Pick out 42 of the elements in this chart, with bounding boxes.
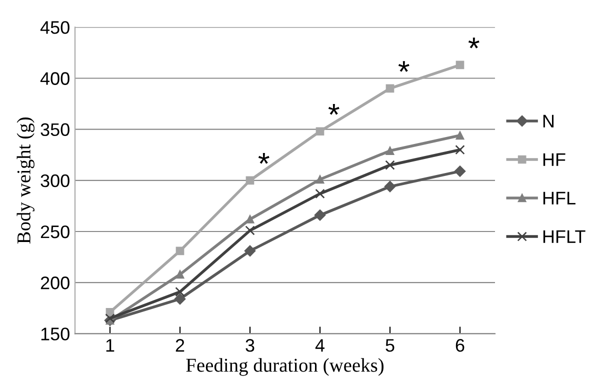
legend-label: N <box>543 114 554 128</box>
annotation: * <box>328 104 340 115</box>
point <box>456 131 464 140</box>
point <box>316 175 324 184</box>
y-tick-label: 300 <box>40 174 70 188</box>
x-tick-label: 5 <box>386 339 394 352</box>
y-tick-label: 350 <box>40 123 70 136</box>
point <box>244 245 256 257</box>
point <box>385 160 395 170</box>
annotation: * <box>468 38 480 48</box>
x-tick-label: 4 <box>315 339 324 352</box>
point <box>386 84 394 93</box>
point <box>454 166 466 177</box>
legend-label: HF <box>543 153 566 166</box>
annotation: * <box>258 153 270 164</box>
point <box>455 144 465 155</box>
x-tick-label: 3 <box>246 339 254 352</box>
point <box>314 210 326 221</box>
legend-label: HFL <box>543 192 576 204</box>
point <box>176 270 184 279</box>
y-tick-label: 200 <box>40 276 70 290</box>
x-axis-title: Feeding duration (weeks) <box>186 358 384 376</box>
x-tick-label: 2 <box>176 339 184 352</box>
point <box>245 226 255 236</box>
y-tick-label: 450 <box>40 21 70 34</box>
x-tick-label: 1 <box>106 339 114 352</box>
point <box>315 188 325 199</box>
point <box>175 286 185 297</box>
point <box>456 60 464 70</box>
annotation: * <box>398 61 410 72</box>
legend-label: HFLT <box>543 230 586 243</box>
point <box>386 146 394 155</box>
y-tick-label: 150 <box>41 328 70 340</box>
point <box>316 127 324 136</box>
y-axis-title: Body weight (g) <box>16 118 34 244</box>
point <box>246 176 254 185</box>
point <box>176 246 184 256</box>
point <box>384 180 396 192</box>
point <box>174 293 186 305</box>
x-tick-label: 6 <box>456 339 464 352</box>
y-tick-label: 250 <box>40 225 70 238</box>
y-tick-label: 400 <box>40 72 70 85</box>
